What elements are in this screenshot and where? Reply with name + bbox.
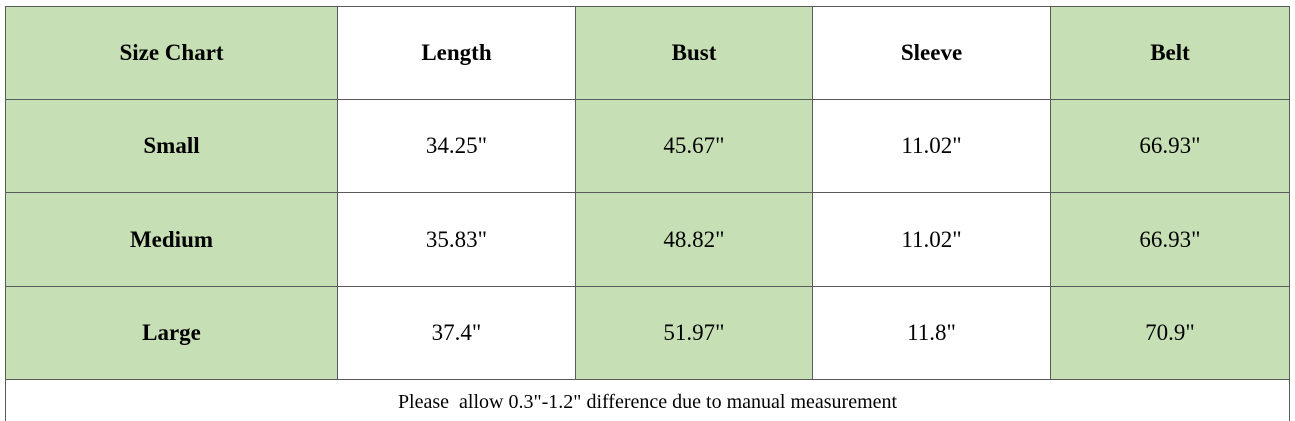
measurement-cell: 11.02" (812, 192, 1051, 287)
measurement-cell: 66.93" (1050, 99, 1290, 193)
measurement-cell: 66.93" (1050, 192, 1290, 287)
measurement-cell: 11.02" (812, 99, 1051, 193)
header-cell: Size Chart (5, 6, 338, 100)
size-label: Large (5, 286, 338, 380)
size-label: Small (5, 99, 338, 193)
measurement-cell: 48.82" (575, 192, 813, 287)
measurement-cell: 70.9" (1050, 286, 1290, 380)
header-cell: Bust (575, 6, 813, 100)
measurement-cell: 35.83" (337, 192, 576, 287)
measurement-cell: 37.4" (337, 286, 576, 380)
note: Please allow 0.3"-1.2" difference due to… (5, 379, 1290, 421)
header-cell: Belt (1050, 6, 1290, 100)
measurement-cell: 11.8" (812, 286, 1051, 380)
measurement-cell: 51.97" (575, 286, 813, 380)
header-cell: Sleeve (812, 6, 1051, 100)
measurement-cell: 34.25" (337, 99, 576, 193)
size-label: Medium (5, 192, 338, 287)
measurement-cell: 45.67" (575, 99, 813, 193)
header-cell: Length (337, 6, 576, 100)
